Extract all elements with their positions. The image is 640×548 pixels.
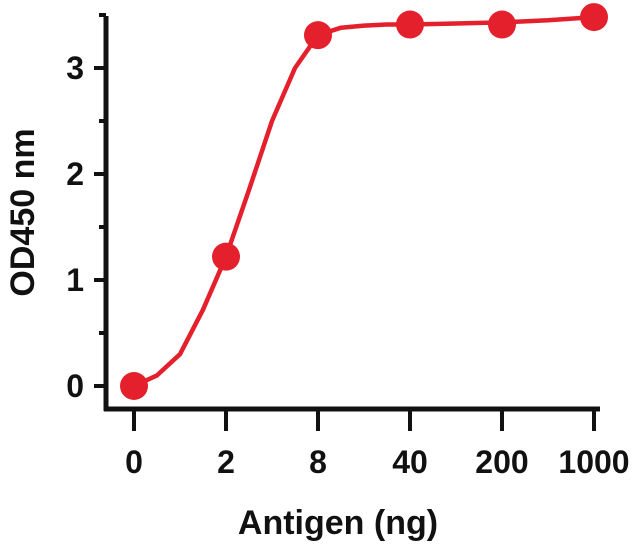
x-tick-label: 8 <box>309 444 327 480</box>
fit-curve <box>131 14 597 389</box>
x-axis: 0 2 8 40 200 1000 <box>104 406 630 480</box>
data-point <box>580 3 608 32</box>
data-point <box>396 10 424 39</box>
x-ticks: 0 2 8 40 200 1000 <box>125 409 630 480</box>
y-tick-label: 1 <box>66 262 84 298</box>
data-point <box>488 10 516 39</box>
x-tick-label: 1000 <box>558 444 629 480</box>
data-point <box>304 21 332 50</box>
y-axis: 0 1 2 3 <box>66 13 109 411</box>
x-axis-title: Antigen (ng) <box>238 504 438 542</box>
y-tick-label: 3 <box>66 50 84 86</box>
x-tick-label: 0 <box>125 444 143 480</box>
y-tick-label: 2 <box>66 156 84 192</box>
x-tick-label: 200 <box>475 444 528 480</box>
x-tick-label: 2 <box>217 444 235 480</box>
y-ticks: 0 1 2 3 <box>66 13 106 404</box>
data-point <box>212 242 240 271</box>
x-tick-label: 40 <box>392 444 428 480</box>
y-tick-label: 0 <box>66 368 84 404</box>
y-axis-title: OD450 nm <box>4 128 42 296</box>
data-points <box>120 3 608 400</box>
data-point <box>120 372 148 400</box>
